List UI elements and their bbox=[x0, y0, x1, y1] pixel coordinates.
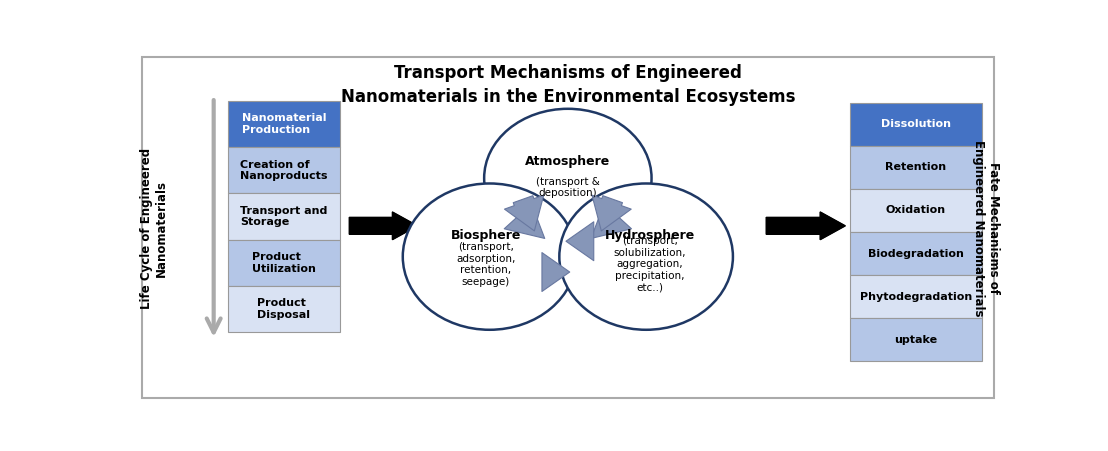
Text: uptake: uptake bbox=[894, 335, 937, 345]
FancyArrowPatch shape bbox=[542, 253, 570, 291]
Text: Biosphere: Biosphere bbox=[451, 229, 521, 242]
FancyBboxPatch shape bbox=[850, 318, 982, 361]
Text: Phytodegradation: Phytodegradation bbox=[860, 292, 972, 302]
Text: (transport &
deposition): (transport & deposition) bbox=[536, 176, 599, 198]
FancyArrowPatch shape bbox=[566, 222, 594, 261]
Text: Retention: Retention bbox=[885, 162, 946, 172]
Text: (transport,
adsorption,
retention,
seepage): (transport, adsorption, retention, seepa… bbox=[456, 242, 515, 287]
FancyBboxPatch shape bbox=[227, 101, 340, 147]
FancyBboxPatch shape bbox=[850, 103, 982, 146]
Ellipse shape bbox=[403, 184, 576, 330]
Text: Transport and
Storage: Transport and Storage bbox=[240, 206, 328, 227]
Text: (transport,
solubilization,
aggregation,
precipitation,
etc..): (transport, solubilization, aggregation,… bbox=[614, 236, 686, 293]
FancyBboxPatch shape bbox=[227, 193, 340, 239]
Text: Fate Mechanisms of
Engineered Nanomaterials: Fate Mechanisms of Engineered Nanomateri… bbox=[972, 140, 999, 317]
FancyBboxPatch shape bbox=[850, 146, 982, 189]
FancyArrowPatch shape bbox=[592, 195, 632, 231]
Text: Creation of
Nanoproducts: Creation of Nanoproducts bbox=[240, 160, 328, 181]
Text: Life Cycle of Engineered
Nanomaterials: Life Cycle of Engineered Nanomaterials bbox=[140, 147, 168, 308]
Text: Oxidation: Oxidation bbox=[885, 205, 946, 216]
Text: Biodegradation: Biodegradation bbox=[868, 249, 964, 258]
Text: Transport Mechanisms of Engineered
Nanomaterials in the Environmental Ecosystems: Transport Mechanisms of Engineered Nanom… bbox=[340, 64, 796, 106]
Polygon shape bbox=[767, 212, 845, 239]
FancyBboxPatch shape bbox=[850, 189, 982, 232]
Text: Nanomaterial
Production: Nanomaterial Production bbox=[242, 113, 326, 135]
Polygon shape bbox=[349, 212, 418, 239]
FancyBboxPatch shape bbox=[227, 147, 340, 193]
FancyBboxPatch shape bbox=[142, 57, 994, 398]
FancyArrowPatch shape bbox=[504, 204, 545, 239]
Text: Product
Disposal: Product Disposal bbox=[257, 298, 310, 320]
Text: Atmosphere: Atmosphere bbox=[525, 155, 611, 168]
FancyBboxPatch shape bbox=[227, 239, 340, 286]
Ellipse shape bbox=[560, 184, 732, 330]
FancyArrowPatch shape bbox=[504, 195, 544, 231]
FancyBboxPatch shape bbox=[850, 232, 982, 275]
Text: Product
Utilization: Product Utilization bbox=[252, 252, 316, 274]
FancyBboxPatch shape bbox=[850, 275, 982, 318]
FancyArrowPatch shape bbox=[591, 204, 632, 239]
Text: Hydrosphere: Hydrosphere bbox=[605, 229, 695, 242]
FancyBboxPatch shape bbox=[227, 286, 340, 332]
Text: Dissolution: Dissolution bbox=[881, 119, 951, 129]
Ellipse shape bbox=[484, 109, 652, 248]
